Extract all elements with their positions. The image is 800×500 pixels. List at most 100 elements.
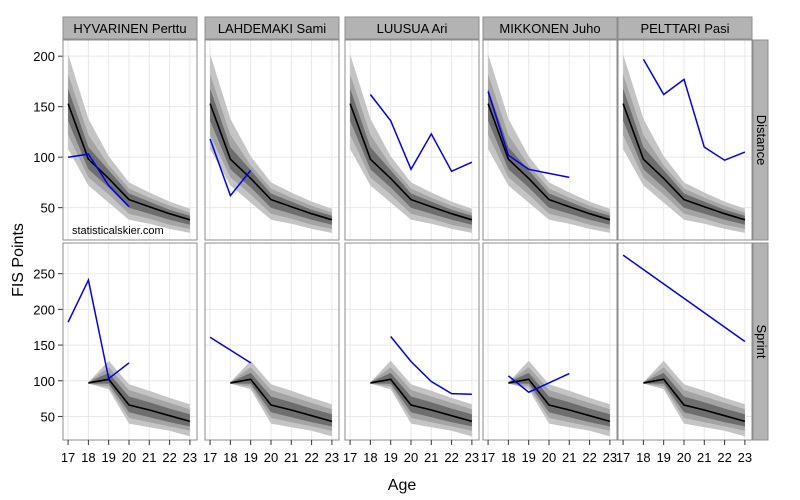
band-outer: [350, 54, 472, 233]
column-strip-label: HYVARINEN Perttu: [73, 21, 186, 36]
row-strip: [752, 242, 769, 441]
median-line: [487, 103, 611, 221]
x-tick-label: 19: [383, 450, 397, 465]
x-tick-label: 20: [404, 450, 418, 465]
band-outer: [488, 54, 610, 233]
panel-border: [617, 39, 753, 241]
athlete-line: [487, 91, 570, 179]
athlete-line: [390, 336, 472, 396]
median-line: [370, 378, 473, 423]
column-strip-label: PELTTARI Pasi: [640, 21, 729, 36]
athlete-line: [67, 277, 130, 380]
x-tick-label: 21: [142, 450, 156, 465]
y-tick-label: 200: [33, 302, 55, 317]
x-tick-label: 23: [738, 450, 752, 465]
x-tick-label: 19: [521, 450, 535, 465]
x-tick-label: 19: [101, 450, 115, 465]
panel-border: [344, 242, 480, 441]
athlete-line: [67, 153, 130, 208]
median-line: [230, 378, 333, 423]
column-strip: [617, 16, 753, 40]
x-tick-label: 22: [717, 450, 731, 465]
x-tick-label: 20: [677, 450, 691, 465]
y-tick-label: 100: [33, 374, 55, 389]
x-tick-label: 17: [343, 450, 357, 465]
panel-border: [344, 39, 480, 241]
panel-border: [62, 39, 198, 241]
panel-distance-1: [62, 39, 198, 241]
athlete-line: [622, 254, 746, 343]
row-strip-label: Distance: [754, 115, 769, 166]
x-tick-label: 17: [481, 450, 495, 465]
y-tick-label: 50: [41, 409, 55, 424]
y-axis-title: FIS Points: [10, 223, 27, 297]
x-tick-label: 22: [304, 450, 318, 465]
band-inner: [488, 88, 610, 225]
x-tick-label: 23: [603, 450, 617, 465]
x-tick-label: 17: [61, 450, 75, 465]
median-line: [622, 103, 746, 221]
band-inner: [68, 88, 190, 225]
panel-border: [482, 242, 618, 441]
x-tick-label: 23: [465, 450, 479, 465]
panel-distance-4: [482, 39, 618, 241]
x-tick-label: 21: [424, 450, 438, 465]
x-tick-label: 20: [264, 450, 278, 465]
x-tick-label: 21: [562, 450, 576, 465]
athlete-line: [209, 138, 252, 198]
x-tick-label: 22: [444, 450, 458, 465]
x-tick-label: 20: [542, 450, 556, 465]
x-tick-label: 23: [325, 450, 339, 465]
watermark-text: statisticalskier.com: [72, 225, 164, 237]
x-tick-label: 21: [284, 450, 298, 465]
band-inner: [210, 88, 332, 225]
x-tick-label: 17: [616, 450, 630, 465]
panel-sprint-4: [482, 242, 618, 441]
y-tick-label: 250: [33, 267, 55, 282]
x-tick-label: 18: [636, 450, 650, 465]
column-strip: [62, 16, 198, 40]
panel-sprint-1: [62, 242, 198, 441]
y-tick-label: 100: [33, 150, 55, 165]
x-tick-label: 17: [203, 450, 217, 465]
x-tick-label: 18: [501, 450, 515, 465]
band-inner: [623, 88, 745, 225]
panel-distance-2: [204, 39, 340, 241]
median-line: [349, 103, 473, 221]
column-strip-label: MIKKONEN Juho: [499, 21, 600, 36]
y-tick-label: 150: [33, 338, 55, 353]
y-tick-label: 150: [33, 100, 55, 115]
column-strip: [344, 16, 480, 40]
athlete-line: [507, 372, 570, 394]
column-strip: [204, 16, 340, 40]
x-tick-label: 18: [363, 450, 377, 465]
panel-sprint-5: [617, 242, 753, 441]
panel-border: [482, 39, 618, 241]
x-tick-label: 20: [122, 450, 136, 465]
x-tick-label: 19: [656, 450, 670, 465]
band-outer: [623, 54, 745, 233]
x-axis-title: Age: [388, 477, 417, 494]
x-tick-label: 23: [183, 450, 197, 465]
athlete-line: [642, 58, 746, 162]
x-tick-label: 18: [81, 450, 95, 465]
panel-sprint-2: [204, 242, 340, 441]
column-strip-label: LAHDEMAKI Sami: [218, 21, 326, 36]
row-strip-label: Sprint: [754, 325, 769, 359]
panel-distance-5: [617, 39, 753, 241]
median-line: [209, 103, 333, 221]
panel-border: [204, 39, 340, 241]
median-line: [88, 378, 191, 423]
column-strip-label: LUUSUA Ari: [377, 21, 448, 36]
panel-border: [204, 242, 340, 441]
panel-border: [617, 242, 753, 441]
panel-distance-3: [344, 39, 480, 241]
x-tick-label: 18: [223, 450, 237, 465]
median-line: [643, 378, 746, 423]
athlete-line: [209, 336, 252, 364]
median-line: [67, 103, 191, 221]
band-outer: [210, 54, 332, 233]
y-tick-label: 50: [41, 201, 55, 216]
panel-sprint-3: [344, 242, 480, 441]
